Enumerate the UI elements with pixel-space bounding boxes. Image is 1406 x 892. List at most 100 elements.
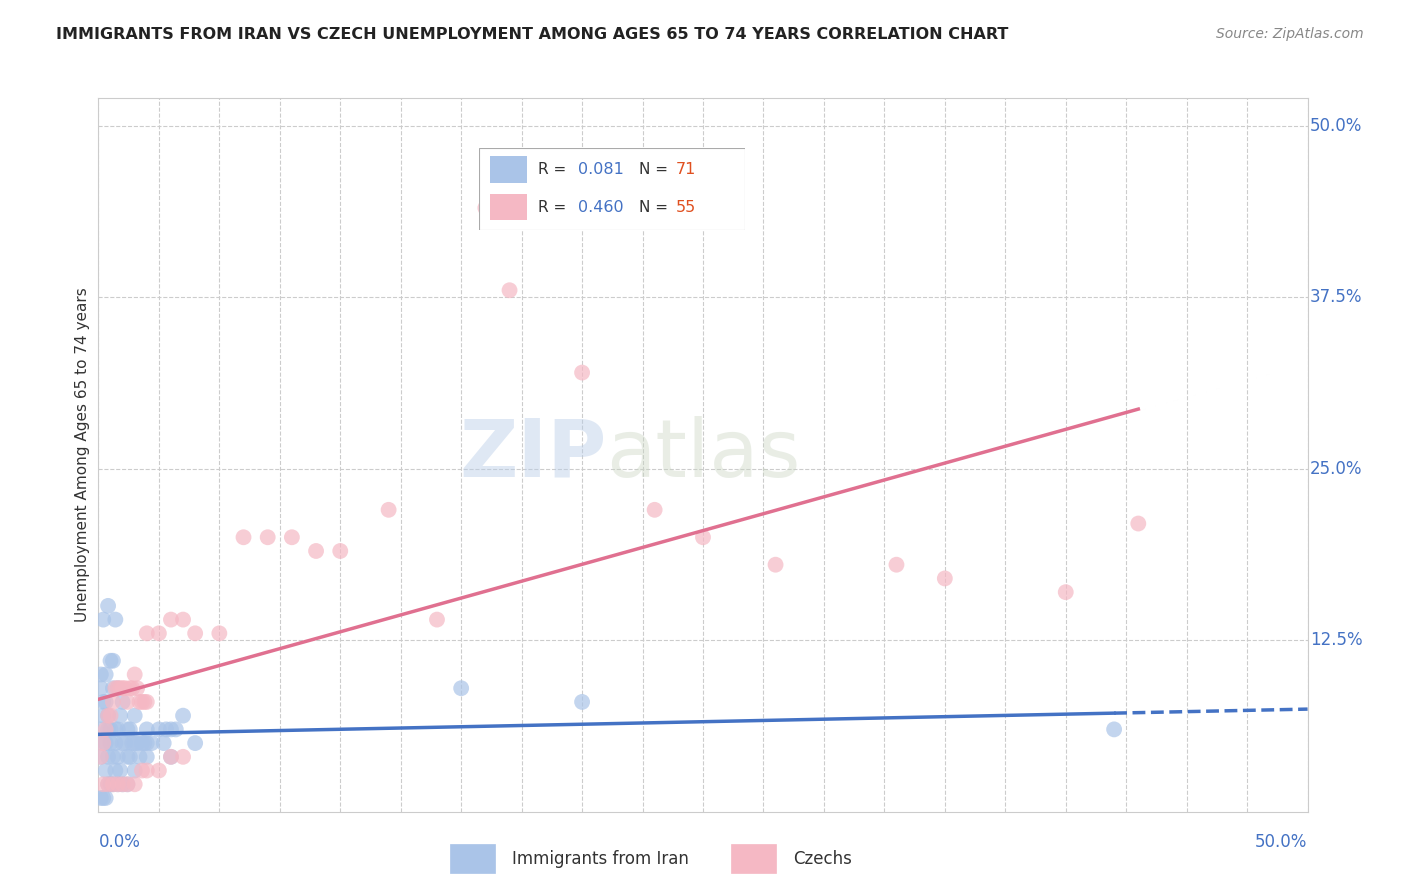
Point [124,777,146,791]
Point [124,764,146,778]
Point [108,764,131,778]
Point [184,626,207,640]
Point [101,777,124,791]
Point [281,530,304,544]
Point [111,695,134,709]
Point [124,667,146,681]
Point [117,777,139,791]
Point [644,503,666,517]
Point [97,599,120,613]
Point [160,613,183,627]
Point [121,736,143,750]
Point [97,708,120,723]
Point [111,681,134,696]
Point [114,736,136,750]
Point [114,681,136,696]
Text: ZIP: ZIP [458,416,606,494]
Point [135,764,157,778]
Point [117,777,139,791]
Point [97,723,120,737]
Text: 0.0%: 0.0% [98,833,141,851]
Point [377,503,399,517]
Point [1102,723,1125,737]
Point [94,791,117,805]
Text: 12.5%: 12.5% [1310,632,1362,649]
Point [128,695,150,709]
Point [124,736,146,750]
Point [131,764,153,778]
Point [90,791,112,805]
Point [111,736,134,750]
Point [90,667,112,681]
Point [94,667,117,681]
Point [101,654,124,668]
Point [184,736,207,750]
Point [121,681,143,696]
Point [692,530,714,544]
Point [329,544,352,558]
Point [135,695,157,709]
Text: 71: 71 [676,162,696,177]
Point [111,777,134,791]
Point [100,723,122,737]
Point [172,708,194,723]
Point [100,777,122,791]
FancyBboxPatch shape [731,844,776,873]
Text: IMMIGRANTS FROM IRAN VS CZECH UNEMPLOYMENT AMONG AGES 65 TO 74 YEARS CORRELATION: IMMIGRANTS FROM IRAN VS CZECH UNEMPLOYME… [56,27,1008,42]
Point [131,736,153,750]
Point [165,723,187,737]
Point [152,736,174,750]
Point [91,791,114,805]
Point [97,708,120,723]
Point [571,366,593,380]
Point [91,736,114,750]
Point [90,749,112,764]
Point [117,723,139,737]
Point [160,749,183,764]
Point [91,695,114,709]
Point [111,777,134,791]
Point [91,736,114,750]
Point [571,695,593,709]
Point [108,708,131,723]
Point [91,777,114,791]
Point [101,681,124,696]
Point [208,626,231,640]
FancyBboxPatch shape [479,148,745,230]
Point [765,558,787,572]
Point [101,777,124,791]
Point [135,723,157,737]
Point [118,749,141,764]
Point [117,695,139,709]
FancyBboxPatch shape [489,156,527,183]
Point [134,736,156,750]
Point [172,749,194,764]
Point [1128,516,1150,531]
Point [107,723,129,737]
Point [135,749,157,764]
Point [474,201,496,215]
Point [101,695,124,709]
Point [155,723,177,737]
Point [94,695,117,709]
Point [117,749,139,764]
Point [934,571,956,585]
Point [135,736,157,750]
Text: 50.0%: 50.0% [1256,833,1308,851]
Point [100,736,122,750]
Point [104,613,127,627]
Point [100,777,122,791]
Point [100,708,122,723]
Point [94,736,117,750]
Point [104,736,127,750]
Point [1054,585,1077,599]
Point [90,681,112,696]
Text: 37.5%: 37.5% [1310,288,1362,306]
Text: Source: ZipAtlas.com: Source: ZipAtlas.com [1216,27,1364,41]
Text: N =: N = [638,162,673,177]
Y-axis label: Unemployment Among Ages 65 to 74 years: Unemployment Among Ages 65 to 74 years [75,287,90,623]
Text: R =: R = [538,162,571,177]
Point [127,736,149,750]
Point [124,708,146,723]
Point [160,749,183,764]
